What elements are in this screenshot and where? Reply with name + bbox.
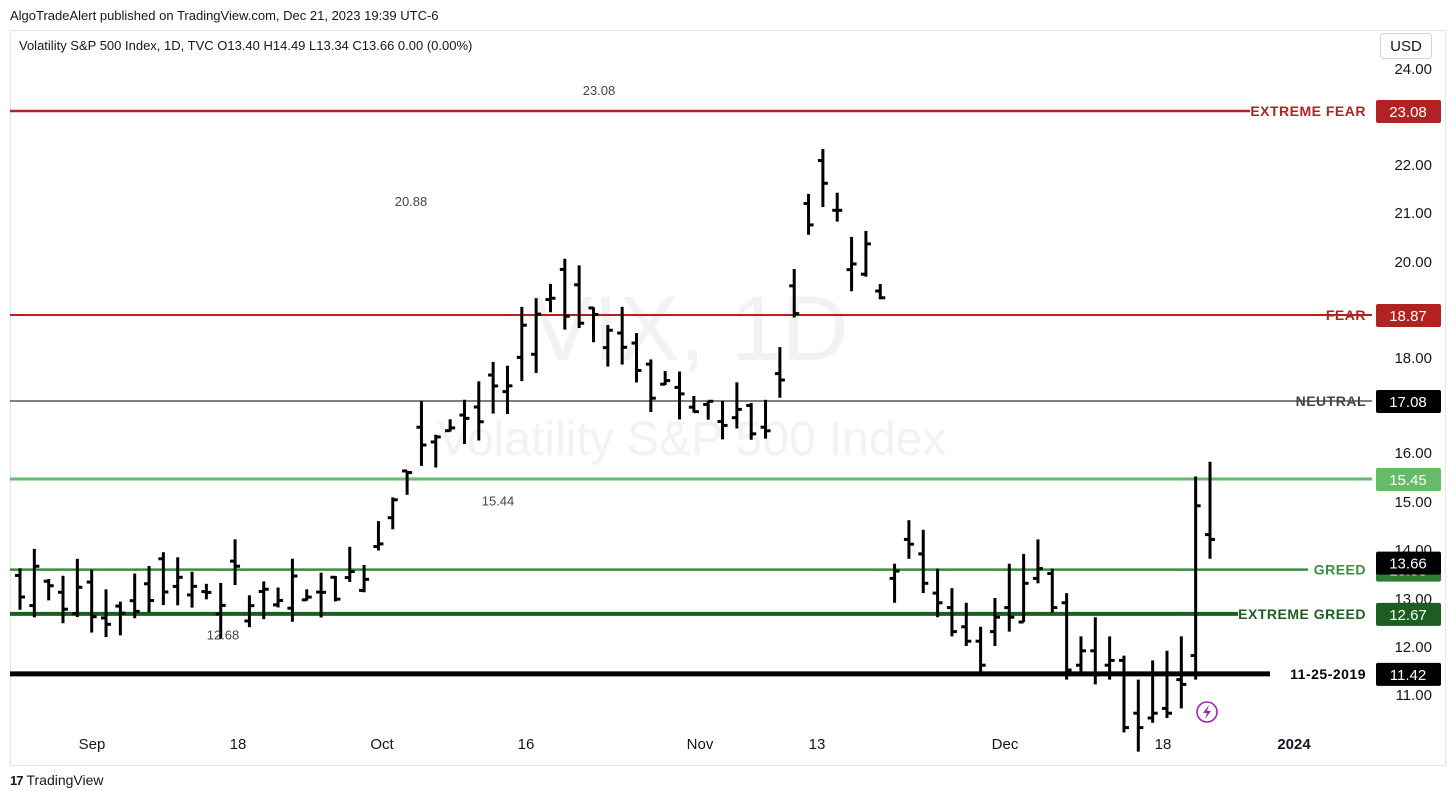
legend-text: Volatility S&P 500 Index, 1D, TVC O13.40…: [19, 38, 472, 53]
annotations-layer: 23.08 20.88 15.44 12.68: [207, 83, 616, 642]
y-tick-label: 21.00: [1394, 205, 1432, 222]
x-axis[interactable]: Sep 18 Oct 16 Nov 13 Dec 18 2024: [79, 736, 1312, 753]
x-tick-label: Dec: [992, 736, 1019, 753]
price-tag-bg: [1376, 467, 1441, 491]
annotation-label: 23.08: [583, 83, 616, 98]
price-tag-label: 12.67: [1389, 607, 1427, 624]
y-tick-label: 18.00: [1394, 350, 1432, 367]
annotation-label: 12.68: [207, 627, 240, 642]
price-tag-label: 15.45: [1389, 472, 1427, 489]
level-label-1: FEAR: [1326, 307, 1366, 323]
x-tick-label: Sep: [79, 736, 106, 753]
y-tick-label: 12.00: [1394, 639, 1432, 656]
publish-line: AlgoTradeAlert published on TradingView.…: [10, 8, 439, 23]
y-tick-label: 11.00: [1396, 687, 1432, 704]
price-tag-bg: [1376, 662, 1441, 686]
x-tick-label: 18: [230, 736, 247, 753]
watermark-name: Volatility S&P 500 Index: [438, 413, 947, 466]
level-label-4: GREED: [1314, 562, 1366, 578]
watermark: VIX, 1D Volatility S&P 500 Index: [438, 278, 947, 466]
x-tick-label: 13: [809, 736, 826, 753]
footer: 17 TradingView: [10, 772, 104, 788]
price-tag-bg: [1376, 602, 1441, 626]
level-label-5: EXTREME GREED: [1238, 606, 1366, 622]
chart-frame[interactable]: [10, 30, 1446, 766]
price-tag-label: 18.87: [1389, 308, 1427, 325]
legend: Volatility S&P 500 Index, 1D, TVC O13.40…: [19, 38, 472, 53]
bars-layer: [15, 148, 1215, 752]
x-tick-label: Oct: [370, 736, 394, 753]
footer-brand: TradingView: [26, 772, 104, 788]
currency-button[interactable]: USD: [1380, 33, 1432, 59]
price-tag-label: 17.08: [1389, 394, 1427, 411]
price-tag-bg: [1376, 100, 1441, 123]
x-tick-label: Nov: [687, 736, 714, 753]
x-tick-label: 2024: [1277, 736, 1311, 753]
tradingview-logo-icon: 17: [10, 772, 24, 788]
y-axis[interactable]: 11.0012.0013.0014.0015.0016.0018.0020.00…: [1394, 61, 1432, 704]
levels-layer: EXTREME FEAR FEAR NEUTRAL GREED EXTREME GREE…: [10, 103, 1372, 682]
y-tick-label: 20.00: [1394, 254, 1432, 271]
annotation-label: 20.88: [395, 194, 428, 209]
y-tick-label: 15.00: [1394, 494, 1432, 511]
x-tick-label: 18: [1155, 736, 1172, 753]
last-price-tag-label: 13.66: [1389, 556, 1427, 573]
price-tag-bg: [1376, 304, 1441, 327]
y-tick-label: 16.00: [1394, 445, 1432, 462]
annotation-label: 15.44: [482, 493, 515, 508]
y-tick-label: 24.00: [1394, 61, 1432, 78]
y-tick-label: 22.00: [1394, 157, 1432, 174]
lightning-icon[interactable]: [1196, 701, 1218, 723]
level-label-2: NEUTRAL: [1296, 393, 1366, 409]
level-label-6: 11-25-2019: [1290, 666, 1366, 682]
price-tag-label: 23.08: [1389, 104, 1427, 121]
level-label-0: EXTREME FEAR: [1250, 103, 1366, 119]
price-tag-label: 11.42: [1390, 667, 1426, 684]
price-tag-bg: [1376, 390, 1441, 413]
last-price-tag-bg: [1376, 551, 1441, 575]
x-tick-label: 16: [518, 736, 535, 753]
